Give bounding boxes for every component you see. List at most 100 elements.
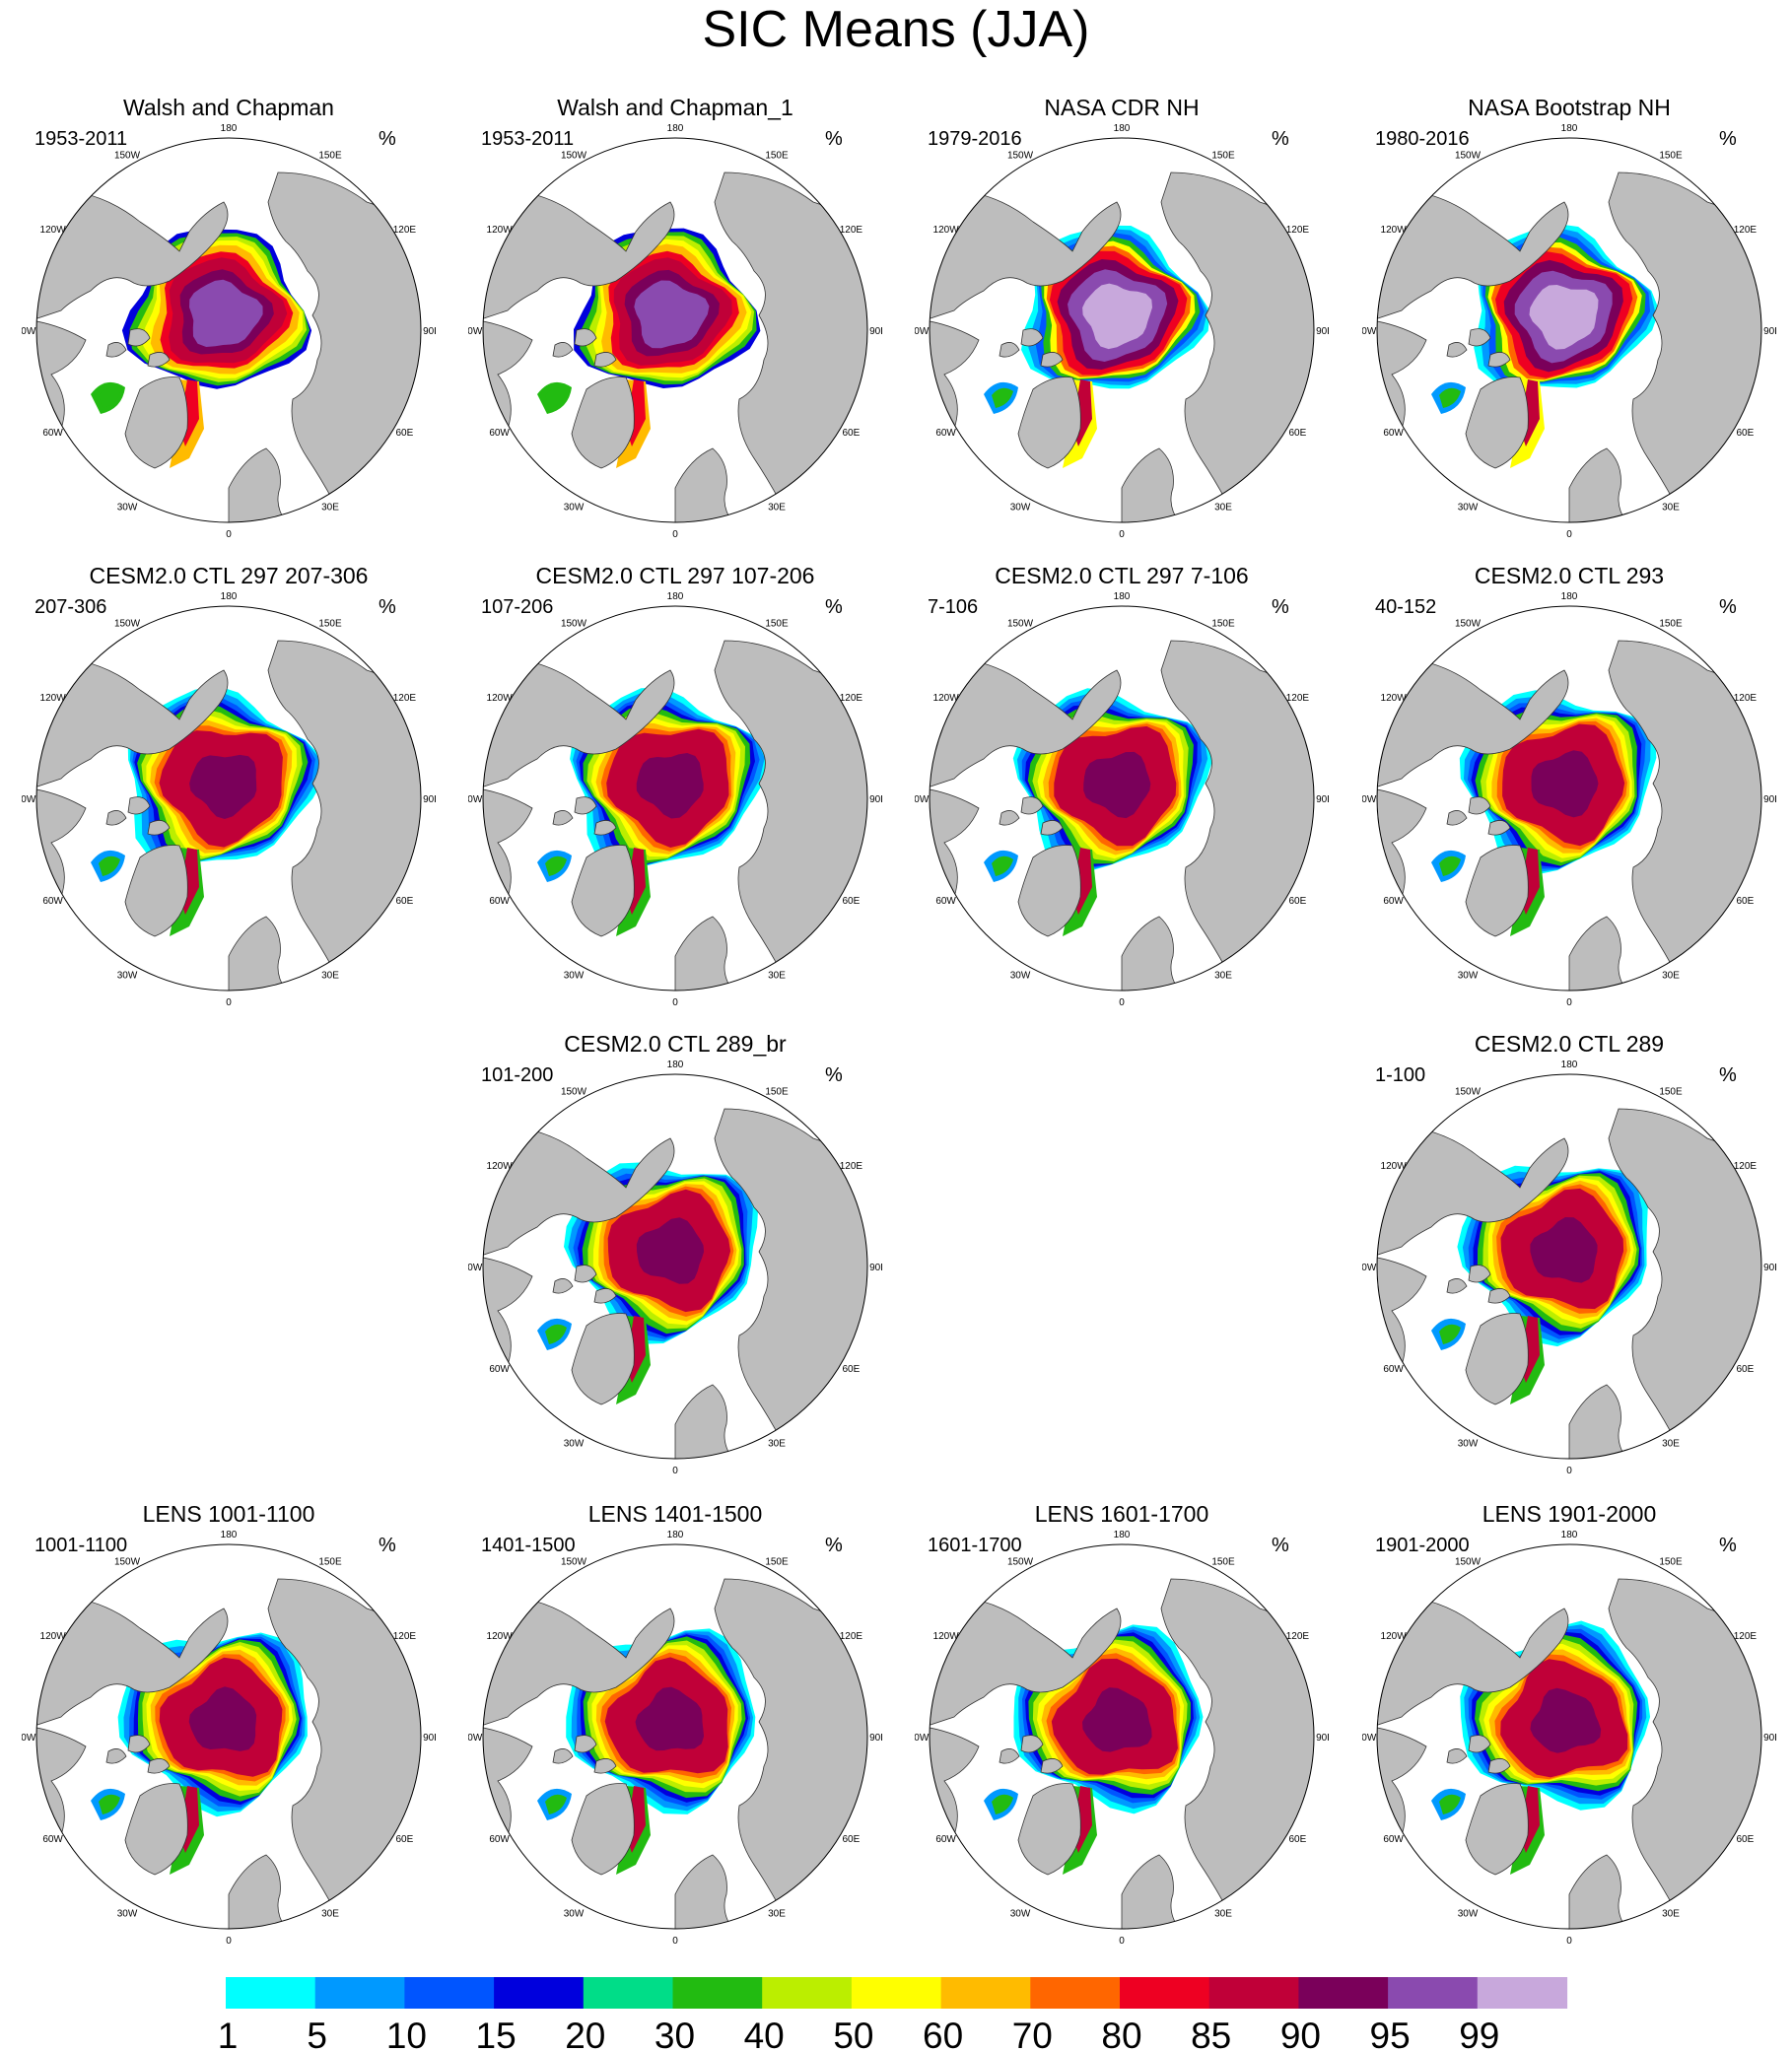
panel-years: 1-100 [1375,1064,1426,1086]
longitude-label: 90W [915,1733,930,1744]
longitude-label: 90W [468,1733,483,1744]
longitude-label: 60E [396,428,414,439]
panel-title: CESM2.0 CTL 297 107-206 [535,563,815,588]
panel-units: % [825,1535,843,1556]
longitude-label: 60W [42,896,63,907]
polar-map: 180 150E 120E 90E 60E 30E 0 30W 60W 90W 120W 150W [22,1530,436,1946]
longitude-label: 90E [1763,1733,1776,1744]
longitude-label: 90E [1763,794,1776,805]
longitude-label: 30E [321,502,339,513]
longitude-label: 60E [843,1364,861,1375]
colorbar-swatch [1298,1977,1389,2009]
panel-units: % [1272,1535,1289,1556]
colorbar-swatch [583,1977,674,2009]
longitude-label: 0 [1119,1936,1125,1946]
panel-title: CESM2.0 CTL 289_br [564,1031,787,1057]
longitude-label: 150E [318,1557,342,1568]
longitude-label: 0 [226,997,232,1007]
colorbar-swatch [1208,1977,1299,2009]
longitude-label: 150W [1455,1557,1482,1568]
panel-title: CESM2.0 CTL 297 7-106 [995,563,1249,588]
longitude-label: 90E [869,1263,882,1273]
panel-years: 107-206 [481,596,554,618]
longitude-label: 30W [117,502,138,513]
colorbar-label: 20 [565,2016,605,2052]
longitude-label: 30E [768,1908,786,1919]
panel-title: LENS 1901-2000 [1482,1501,1657,1527]
colorbar-swatch [494,1977,585,2009]
longitude-label: 150W [561,1087,587,1098]
polar-map: 180 150E 120E 90E 60E 30E 0 30W 60W 90W 120W 150W [915,123,1329,539]
longitude-label: 60E [1737,1364,1755,1375]
colorbar-swatch [1030,1977,1121,2009]
polar-map: 180 150E 120E 90E 60E 30E 0 30W 60W 90W 120W 150W [1362,591,1776,1007]
panel-title: LENS 1601-1700 [1034,1501,1209,1527]
longitude-label: 30W [117,970,138,981]
longitude-label: 150E [765,151,789,162]
longitude-label: 120W [933,1631,960,1642]
longitude-label: 150W [114,151,141,162]
longitude-label: 120E [1734,1161,1758,1172]
longitude-label: 90W [468,326,483,337]
panel-years: 40-152 [1375,596,1437,618]
panel-units: % [1719,128,1737,150]
longitude-label: 60W [1383,1364,1404,1375]
longitude-label: 90E [1316,794,1329,805]
colorbar-label: 1 [218,2016,239,2052]
longitude-label: 120W [1381,693,1408,704]
longitude-label: 0 [672,997,678,1007]
longitude-label: 30E [768,1438,786,1449]
longitude-label: 30E [1662,970,1680,981]
longitude-label: 60W [1383,896,1404,907]
colorbar-swatch [851,1977,942,2009]
longitude-label: 30E [768,502,786,513]
longitude-label: 60E [1289,1834,1307,1845]
colorbar-label: 85 [1191,2016,1231,2052]
panel-units: % [379,596,396,618]
longitude-label: 150W [1455,619,1482,630]
colorbar-swatch [1120,1977,1210,2009]
polar-map: 180 150E 120E 90E 60E 30E 0 30W 60W 90W 120W 150W [468,591,882,1007]
longitude-label: 150W [1007,151,1034,162]
panel-years: 207-306 [34,596,107,618]
panel-title: NASA Bootstrap NH [1468,95,1671,120]
panel-years: 1953-2011 [481,128,575,150]
longitude-label: 120E [1286,225,1310,236]
longitude-label: 60E [1737,896,1755,907]
longitude-label: 180 [221,123,238,134]
panel-years: 1401-1500 [481,1535,576,1556]
longitude-label: 180 [1561,1060,1578,1070]
longitude-label: 60W [42,428,63,439]
longitude-label: 180 [1114,1530,1131,1540]
longitude-label: 60E [396,896,414,907]
panel-years: 7-106 [928,596,979,618]
longitude-label: 150W [1455,1087,1482,1098]
longitude-label: 120E [1734,225,1758,236]
longitude-label: 180 [1114,123,1131,134]
panel-units: % [379,1535,396,1556]
panel-years: 101-200 [481,1064,554,1086]
longitude-label: 150W [1007,619,1034,630]
longitude-label: 150E [318,151,342,162]
map-panel: Walsh and Chapman_1 180 150E 120E 90E 60E 30E 0… [468,94,882,539]
longitude-label: 30W [1458,1438,1479,1449]
panel-units: % [1719,596,1737,618]
longitude-label: 30W [1010,502,1031,513]
longitude-label: 30W [1010,970,1031,981]
colorbar-label: 80 [1101,2016,1141,2052]
longitude-label: 90W [915,794,930,805]
longitude-label: 0 [226,1936,232,1946]
longitude-label: 0 [1119,997,1125,1007]
panel-title: CESM2.0 CTL 297 207-306 [89,563,369,588]
longitude-label: 120W [487,225,514,236]
longitude-label: 180 [667,1530,684,1540]
panel-years: 1001-1100 [34,1535,128,1556]
longitude-label: 30E [1662,1908,1680,1919]
longitude-label: 90E [1316,326,1329,337]
polar-map: 180 150E 120E 90E 60E 30E 0 30W 60W 90W 120W 150W [1362,1060,1776,1475]
map-panel: CESM2.0 CTL 293 180 150E 120E 90E 60E 30E 0 30W 6… [1362,562,1776,1007]
longitude-label: 150E [1211,1557,1235,1568]
longitude-label: 60W [42,1834,63,1845]
longitude-label: 90E [423,1733,436,1744]
map-panel: Walsh and Chapman 180 150E 120E 90E 60E 30E 0 30… [22,94,436,539]
